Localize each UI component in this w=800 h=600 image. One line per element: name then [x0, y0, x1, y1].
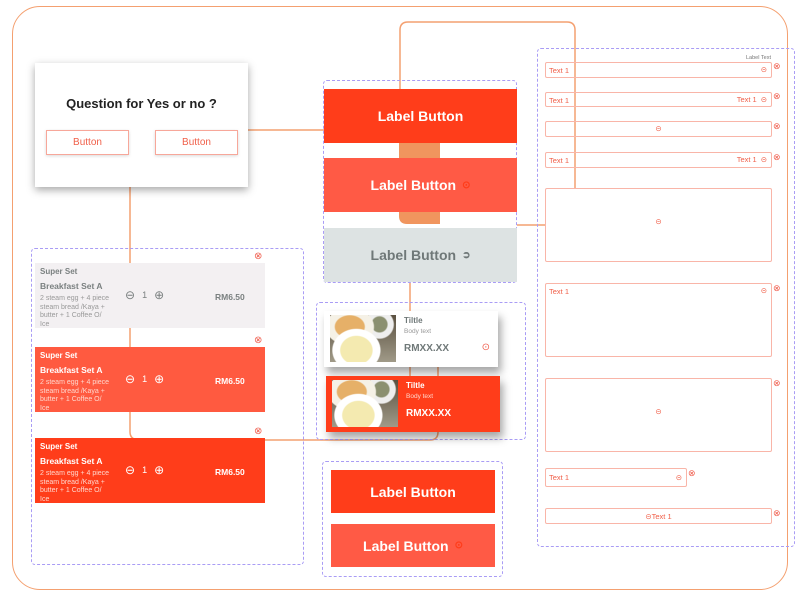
button-label: Label Button	[370, 247, 457, 263]
textarea-field[interactable]: ⊝	[545, 378, 772, 452]
close-icon[interactable]: ⊗	[254, 335, 263, 346]
dialog-question: Question for Yes or no ?	[66, 96, 217, 111]
dialog-button-1[interactable]: Button	[46, 130, 129, 155]
dropdown-field[interactable]: ⊝	[545, 121, 772, 137]
close-icon[interactable]: ⊗	[773, 283, 781, 293]
button-group-2	[322, 461, 503, 577]
dropdown-field[interactable]: Text 1 Text 1 ⊝	[545, 92, 772, 107]
dropdown-field[interactable]: Text 1 Text 1 ⊝	[545, 152, 772, 168]
minus-icon[interactable]: ⊖	[125, 372, 136, 386]
chevron-down-icon: ⊝	[760, 65, 767, 74]
textarea-field[interactable]: ⊝	[545, 188, 772, 262]
card-name: Breakfast Set A	[40, 456, 103, 466]
field-value: Text 1	[549, 96, 570, 105]
card-name: Breakfast Set A	[40, 281, 103, 291]
button-label: Label Button	[377, 108, 464, 124]
order-cards-group	[31, 248, 304, 565]
order-card[interactable]: Super Set Breakfast Set A 2 steam egg + …	[35, 347, 265, 412]
chevron-down-icon: ⊝	[760, 286, 767, 295]
plus-icon[interactable]: ⊕	[154, 288, 165, 302]
minus-icon[interactable]: ⊖	[125, 463, 136, 477]
field-label: Label Text	[746, 55, 771, 61]
chevron-down-icon: ⊝	[760, 95, 767, 104]
plus-icon[interactable]: ⊕	[154, 463, 165, 477]
label-button[interactable]: Label Button ⊙	[331, 524, 495, 567]
close-icon[interactable]: ⊗	[254, 251, 263, 262]
plus-icon[interactable]: ⊕	[154, 372, 165, 386]
close-icon[interactable]: ⊗	[254, 426, 263, 437]
product-price: RMXX.XX	[404, 343, 450, 354]
dropdown-field[interactable]: ⊝Text 1	[545, 508, 772, 524]
field-value: Text 1	[549, 287, 570, 296]
close-icon[interactable]: ⊗	[773, 91, 781, 101]
card-description: 2 steam egg + 4 piece steam bread /Kaya …	[40, 379, 110, 412]
chevron-down-icon: ⊝	[675, 473, 682, 482]
card-name: Breakfast Set A	[40, 365, 103, 375]
dropdown-field[interactable]: Text 1 ⊝	[545, 62, 772, 78]
dropdown-field[interactable]: Text 1 ⊝	[545, 468, 687, 487]
connector-line	[129, 187, 439, 441]
button-label: Label Button	[363, 537, 449, 554]
product-price: RMXX.XX	[406, 408, 452, 419]
card-description: 2 steam egg + 4 piece steam bread /Kaya …	[40, 470, 110, 503]
field-value-right: Text 1	[736, 155, 757, 164]
canvas-frame	[12, 6, 788, 590]
label-button-hover[interactable]: Label Button ⊙	[324, 158, 517, 212]
field-value: Text 1	[549, 473, 570, 482]
button-label: Label Button	[370, 483, 456, 500]
product-card[interactable]: Tiltle Body text RMXX.XX	[326, 376, 500, 432]
label-button-disabled[interactable]: Label Button ➲	[324, 228, 517, 282]
card-price: RM6.50	[215, 376, 245, 386]
arrow-circle-icon[interactable]: ⊙	[481, 342, 490, 353]
product-card[interactable]: Tiltle Body text RMXX.XX ⊙	[324, 311, 498, 367]
field-value-right: Text 1	[736, 95, 757, 104]
order-card[interactable]: Super Set Breakfast Set A 2 steam egg + …	[35, 438, 265, 503]
minus-icon[interactable]: ⊖	[125, 288, 136, 302]
label-button-default[interactable]: Label Button	[324, 89, 517, 143]
field-value: Text 1	[651, 512, 672, 521]
quantity: 1	[142, 465, 148, 475]
product-title: Tiltle	[404, 316, 423, 325]
card-category: Super Set	[40, 267, 78, 276]
connector-line	[399, 21, 576, 188]
yes-no-dialog: Question for Yes or no ? Button Button	[35, 63, 248, 187]
field-value: Text 1	[549, 66, 570, 75]
textarea-field[interactable]: Text 1 ⊝	[545, 283, 772, 357]
card-price: RM6.50	[215, 467, 245, 477]
product-body: Body text	[406, 393, 434, 400]
close-icon[interactable]: ⊗	[773, 61, 781, 71]
close-icon[interactable]: ⊗	[688, 468, 696, 478]
card-category: Super Set	[40, 442, 78, 451]
arrow-circle-icon: ➲	[462, 249, 471, 261]
fields-group	[537, 48, 795, 547]
product-body: Body text	[404, 328, 432, 335]
card-description: 2 steam egg + 4 piece steam bread /Kaya …	[40, 295, 110, 328]
chevron-down-icon: ⊝	[655, 407, 662, 416]
label-button[interactable]: Label Button	[331, 470, 495, 513]
chevron-down-icon: ⊝	[655, 217, 662, 226]
arrow-circle-icon: ⊙	[454, 540, 463, 551]
product-cards-group	[316, 302, 526, 440]
chevron-down-icon: ⊝	[655, 124, 662, 133]
close-icon[interactable]: ⊗	[773, 378, 781, 388]
order-card[interactable]: Super Set Breakfast Set A 2 steam egg + …	[35, 263, 265, 328]
dialog-button-2[interactable]: Button	[155, 130, 238, 155]
food-image	[330, 315, 396, 362]
field-value: Text 1	[549, 156, 570, 165]
food-image	[332, 380, 398, 427]
arrow-circle-icon: ⊙	[462, 179, 471, 191]
quantity: 1	[142, 290, 148, 300]
close-icon[interactable]: ⊗	[773, 152, 781, 162]
card-category: Super Set	[40, 351, 78, 360]
quantity: 1	[142, 374, 148, 384]
chevron-down-icon: ⊝	[645, 512, 652, 521]
close-icon[interactable]: ⊗	[773, 508, 781, 518]
card-price: RM6.50	[215, 292, 245, 302]
product-title: Tiltle	[406, 381, 425, 390]
chevron-down-icon: ⊝	[760, 155, 767, 164]
button-label: Label Button	[370, 177, 457, 193]
close-icon[interactable]: ⊗	[773, 121, 781, 131]
